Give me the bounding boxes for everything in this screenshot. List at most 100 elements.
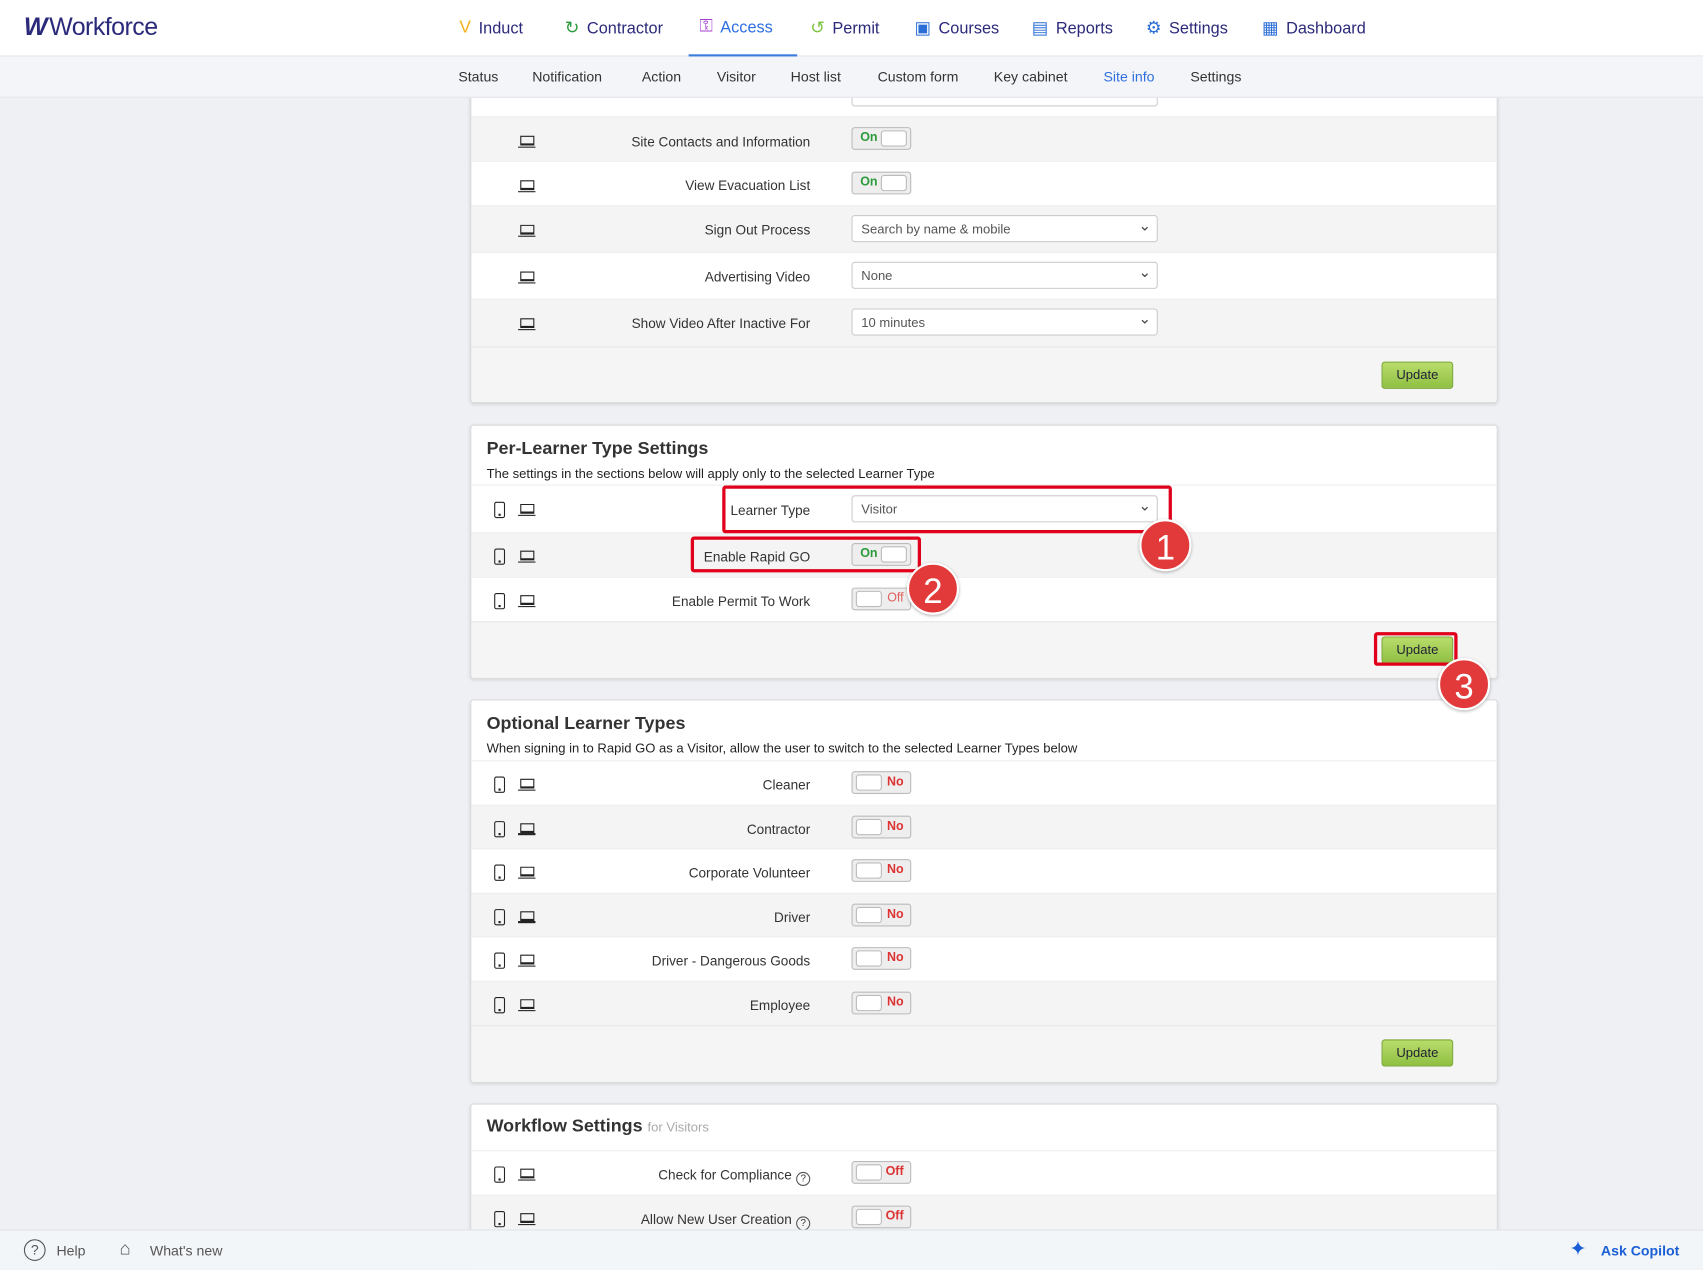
help-link[interactable]: Help [56,1242,86,1259]
nav-label: Dashboard [1286,19,1366,38]
laptop-icon [518,822,536,835]
toggle-knob [855,950,882,968]
annotation-badge-3: 3 [1437,658,1491,711]
laptop-icon [518,135,536,148]
annotation-box-1 [722,485,1172,534]
toggle-knob [855,906,882,923]
subtab-custom-form[interactable]: Custom form [877,68,959,85]
nav-induct[interactable]: V Induct [449,0,534,56]
phone-icon [494,776,506,793]
setting-label: Check for Compliance? [658,1167,811,1187]
toggle-text: No [886,863,904,877]
phone-icon [494,952,506,970]
panel-title: Workflow Settings for Visitors [487,1117,709,1138]
inactive-video-select[interactable]: 10 minutes [851,308,1158,336]
nav-permit[interactable]: ↺ Permit [799,0,890,56]
phone-icon [494,548,506,565]
setting-row: Check for Compliance? Off [471,1150,1497,1195]
subtab-status[interactable]: Status [458,68,499,85]
laptop-icon [518,866,536,879]
compliance-toggle[interactable]: Off [851,1161,912,1184]
setting-label: Driver - Dangerous Goods [651,954,811,970]
help-icon[interactable]: ? [796,1216,811,1231]
label-text: Check for Compliance [658,1167,792,1183]
panel-footer: Update [471,346,1497,402]
nav-label: Settings [1169,19,1228,38]
advertising-video-select[interactable]: None [851,261,1158,289]
setting-label: Enable Permit To Work [671,594,811,610]
site-contacts-toggle[interactable]: On [851,127,912,150]
learner-type-toggle[interactable]: No [851,991,912,1015]
toggle-knob [880,174,907,192]
setting-label: Contractor [746,821,811,837]
phone-icon [494,908,506,926]
learner-type-toggle[interactable]: No [851,771,912,794]
phone-icon [494,1211,506,1228]
setting-row: Show Video After Inactive For 10 minutes [471,298,1497,347]
toggle-text: No [886,907,904,921]
toggle-text: On [860,131,878,145]
setting-row: Enable Rapid GO On [471,532,1497,577]
subtab-key-cabinet[interactable]: Key cabinet [993,68,1068,85]
toggle-text: On [860,547,878,561]
update-button[interactable]: Update [1381,636,1454,664]
learner-type-select[interactable]: Visitor [851,495,1158,523]
laptop-icon [518,550,536,563]
subtab-visitor[interactable]: Visitor [716,68,756,85]
nav-label: Courses [938,19,1000,38]
annotation-badge-1: 1 [1139,519,1192,572]
laptop-icon [518,911,536,923]
subtab-settings[interactable]: Settings [1190,68,1242,85]
nav-access[interactable]: ⚿ Access [688,0,798,57]
learner-type-toggle[interactable]: No [851,947,912,971]
subtab-notification[interactable]: Notification [532,68,603,85]
setting-label: Allow New User Creation? [641,1212,811,1231]
rapid-go-toggle[interactable]: On [851,543,912,566]
evacuation-list-toggle[interactable]: On [851,171,912,195]
toggle-knob [855,994,882,1012]
learner-type-toggle[interactable]: No [851,859,912,883]
laptop-icon [518,318,536,331]
subtab-site-info[interactable]: Site info [1103,68,1155,85]
new-user-creation-toggle[interactable]: Off [851,1205,912,1229]
update-button[interactable]: Update [1381,361,1454,389]
title-suffix: for Visitors [647,1119,709,1135]
workforce-logo[interactable]: WWorkforce [23,11,158,41]
setting-label: Site Contacts and Information [631,134,811,150]
nav-courses[interactable]: ▣ Courses [904,0,1010,56]
sub-nav: Status Notification Action Visitor Host … [0,56,1703,98]
setting-label: Employee [749,998,811,1014]
learner-type-row: Employee No [471,980,1497,1026]
panel-footer: Update [471,621,1497,678]
toggle-knob [855,774,882,791]
toggle-knob [855,1208,882,1226]
subtab-action[interactable]: Action [641,68,682,85]
update-button[interactable]: Update [1381,1039,1454,1067]
toggle-text: No [886,995,904,1009]
bottom-bar: ? Help ⌂ What's new ✦ Ask Copilot [0,1229,1703,1270]
setting-label: Learner Type [730,502,811,519]
permit-to-work-toggle[interactable]: Off [851,587,912,611]
optional-learner-types-panel: Optional Learner Types When signing in t… [470,699,1498,1083]
nav-contractor[interactable]: ↻ Contractor [554,0,674,56]
nav-dashboard[interactable]: ▦ Dashboard [1251,0,1376,56]
nav-reports[interactable]: ▤ Reports [1021,0,1124,56]
annotation-box-2 [690,536,922,573]
learner-type-toggle[interactable]: No [851,903,912,927]
subtab-host-list[interactable]: Host list [790,68,841,85]
phone-icon [494,864,506,882]
toggle-text: Off [887,591,904,605]
laptop-icon [518,1168,536,1181]
help-icon[interactable]: ? [796,1171,811,1187]
nav-settings[interactable]: ⚙ Settings [1135,0,1239,56]
whats-new-link[interactable]: What's new [149,1242,223,1259]
learner-type-row: Driver - Dangerous Goods No [471,936,1497,982]
toggle-knob [855,590,882,608]
setting-row: Learner Type Visitor [471,484,1497,532]
learner-type-toggle[interactable]: No [851,815,912,839]
ask-copilot-button[interactable]: Ask Copilot [1600,1242,1680,1259]
learner-type-row: Contractor No [471,804,1497,849]
toggle-text: On [860,175,878,189]
setting-row: View Evacuation List On [471,160,1497,206]
sign-out-process-select[interactable]: Search by name & mobile [851,215,1158,243]
